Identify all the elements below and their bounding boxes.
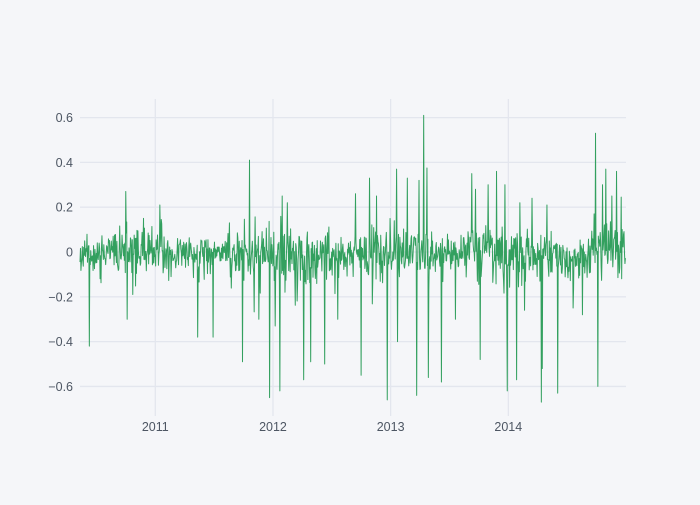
x-tick-label: 2014 [494,420,522,434]
x-tick-label: 2012 [259,420,287,434]
y-tick-label: 0.4 [56,156,73,170]
y-tick-label: −0.6 [48,380,73,394]
y-tick-label: 0 [66,246,73,260]
series-line[interactable] [79,114,626,403]
y-tick-label: −0.4 [48,335,73,349]
y-tick-label: −0.2 [48,290,73,304]
y-tick-label: 0.2 [56,201,73,215]
x-tick-label: 2011 [142,420,169,434]
y-tick-label: 0.6 [56,111,73,125]
x-tick-label: 2013 [377,420,405,434]
